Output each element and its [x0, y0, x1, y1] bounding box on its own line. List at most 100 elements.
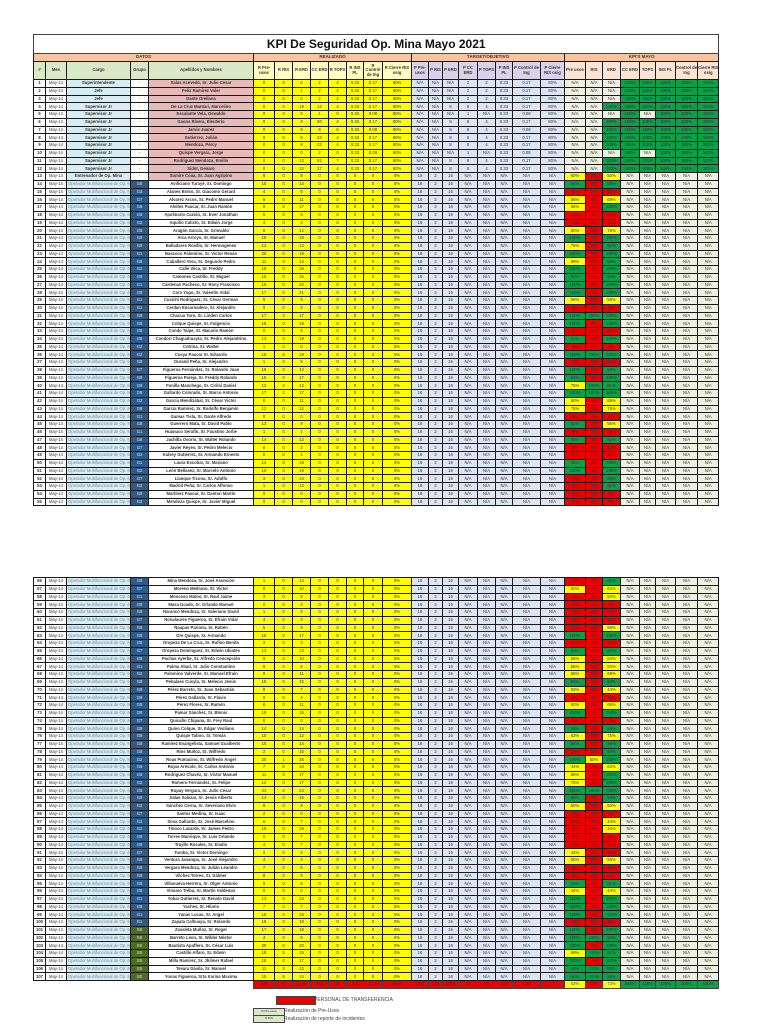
realizado-cell[interactable]: 0 — [363, 210, 383, 220]
target-cell[interactable]: N/A — [512, 894, 541, 904]
month-cell[interactable]: May-14 — [45, 497, 67, 507]
kpi-cell[interactable]: 100% — [564, 350, 586, 359]
realizado-cell[interactable]: 0 — [274, 102, 293, 111]
realizado-cell[interactable]: 0 — [328, 365, 347, 375]
realizado-cell[interactable]: 0 — [346, 685, 364, 695]
realizado-cell[interactable]: 23 — [253, 786, 275, 795]
kpi-cell[interactable]: N/A — [675, 350, 698, 359]
realizado-cell[interactable]: 0 — [363, 474, 383, 483]
target-cell[interactable]: 16 — [442, 350, 459, 359]
cargo-cell[interactable]: Operador Multifuncional de Op. Mina — [66, 210, 131, 220]
realizado-cell[interactable]: 0 — [274, 303, 293, 313]
realizado-cell[interactable]: 0 — [274, 296, 293, 305]
month-cell[interactable]: May-14 — [45, 265, 67, 274]
month-cell[interactable]: May-14 — [45, 964, 67, 974]
kpi-cell[interactable]: N/A — [620, 358, 640, 367]
realizado-cell[interactable]: 0% — [382, 925, 412, 935]
target-cell[interactable]: 16 — [411, 482, 429, 491]
realizado-cell[interactable]: 0 — [274, 373, 293, 383]
realizado-cell[interactable]: 4 — [253, 187, 275, 197]
realizado-cell[interactable]: 0 — [346, 241, 364, 251]
target-cell[interactable]: N/A — [512, 443, 541, 452]
kpi-cell[interactable]: N/A — [585, 156, 603, 166]
realizado-cell[interactable]: 1 — [310, 110, 329, 119]
cargo-cell[interactable]: Operador Multifuncional de Op. Mina — [66, 693, 131, 702]
realizado-cell[interactable]: 0 — [310, 584, 329, 594]
target-cell[interactable]: 8 — [442, 141, 459, 150]
realizado-cell[interactable]: 0 — [363, 381, 383, 390]
kpi-cell[interactable]: 0% — [585, 435, 603, 445]
kpi-cell[interactable]: N/A — [639, 482, 656, 491]
target-cell[interactable]: 16 — [442, 755, 459, 764]
target-cell[interactable]: N/A — [540, 342, 565, 352]
realizado-cell[interactable]: 50 — [310, 117, 329, 127]
realizado-cell[interactable]: 0% — [382, 693, 412, 702]
group-cell[interactable]: G7 — [130, 195, 149, 204]
target-cell[interactable]: 16 — [411, 801, 429, 811]
kpi-cell[interactable]: 50% — [564, 396, 586, 406]
kpi-cell[interactable]: 0% — [585, 303, 603, 313]
target-cell[interactable]: N/A — [512, 466, 541, 476]
realizado-cell[interactable]: 0 — [346, 257, 364, 266]
target-cell[interactable]: N/A — [458, 863, 478, 873]
target-cell[interactable]: 16 — [411, 825, 429, 834]
cargo-cell[interactable]: Operador Multifuncional de Op. Mina — [66, 801, 131, 811]
kpi-cell[interactable]: 50% — [602, 801, 621, 811]
realizado-cell[interactable]: 10 — [253, 732, 275, 741]
realizado-cell[interactable]: 0% — [382, 584, 412, 594]
kpi-cell[interactable]: N/A — [697, 755, 719, 764]
kpi-cell[interactable]: N/A — [655, 747, 676, 757]
cargo-cell[interactable]: Supervisor Jr — [66, 141, 131, 150]
realizado-cell[interactable]: 27 — [310, 164, 329, 173]
target-cell[interactable]: N/A — [477, 584, 496, 594]
kpi-cell[interactable]: 94% — [602, 677, 621, 687]
realizado-cell[interactable]: 13 — [292, 577, 311, 586]
kpi-cell[interactable]: N/A — [675, 195, 698, 204]
realizado-cell[interactable]: 0 — [310, 887, 329, 896]
target-cell[interactable]: 8 — [442, 156, 459, 166]
realizado-cell[interactable]: 0 — [346, 801, 364, 811]
realizado-cell[interactable]: 20 — [253, 941, 275, 950]
realizado-cell[interactable]: 0 — [346, 203, 364, 212]
target-cell[interactable]: N/A — [428, 79, 443, 88]
target-cell[interactable]: N/A — [512, 435, 541, 445]
target-cell[interactable]: N/A — [458, 925, 478, 935]
realizado-cell[interactable]: 0 — [274, 577, 293, 586]
kpi-cell[interactable]: N/A — [697, 949, 719, 958]
target-cell[interactable]: 16 — [411, 809, 429, 819]
realizado-cell[interactable]: 0% — [382, 412, 412, 421]
target-cell[interactable]: 16 — [411, 420, 429, 429]
cargo-cell[interactable]: Operador Multifuncional de Op. Mina — [66, 389, 131, 398]
target-cell[interactable]: N/A — [477, 458, 496, 468]
month-cell[interactable]: May-14 — [45, 894, 67, 904]
row-number[interactable]: 89 — [33, 832, 46, 842]
kpi-cell[interactable]: 6% — [564, 608, 586, 617]
kpi-cell[interactable]: N/A — [655, 972, 676, 981]
kpi-cell[interactable]: N/A — [639, 654, 656, 664]
realizado-cell[interactable]: 0 — [363, 389, 383, 398]
realizado-cell[interactable]: 0 — [274, 342, 293, 352]
realizado-cell[interactable]: 0 — [328, 179, 347, 189]
group-cell[interactable]: G7 — [130, 474, 149, 483]
kpi-cell[interactable]: N/A — [564, 94, 586, 104]
realizado-cell[interactable]: 0 — [274, 172, 293, 181]
realizado-cell[interactable]: 8 — [292, 592, 311, 602]
target-cell[interactable]: N/A — [458, 685, 478, 695]
kpi-cell[interactable]: N/A — [620, 179, 640, 189]
kpi-cell[interactable]: 100% — [655, 110, 676, 119]
realizado-cell[interactable]: 0% — [382, 786, 412, 795]
realizado-cell[interactable]: 0 — [310, 701, 329, 710]
target-cell[interactable]: N/A — [540, 677, 565, 687]
target-cell[interactable]: 8 — [458, 156, 478, 166]
kpi-cell[interactable]: N/A — [585, 148, 603, 158]
realizado-cell[interactable]: 0% — [382, 949, 412, 958]
target-cell[interactable]: N/A — [495, 466, 513, 476]
realizado-cell[interactable]: 7 — [292, 902, 311, 912]
kpi-cell[interactable]: N/A — [620, 786, 640, 795]
realizado-cell[interactable]: 0 — [274, 319, 293, 328]
kpi-cell[interactable]: 44% — [564, 848, 586, 857]
realizado-cell[interactable]: 19 — [292, 319, 311, 328]
target-cell[interactable]: N/A — [540, 801, 565, 811]
kpi-cell[interactable]: N/A — [696, 435, 720, 445]
kpi-cell[interactable]: 0% — [585, 396, 603, 406]
